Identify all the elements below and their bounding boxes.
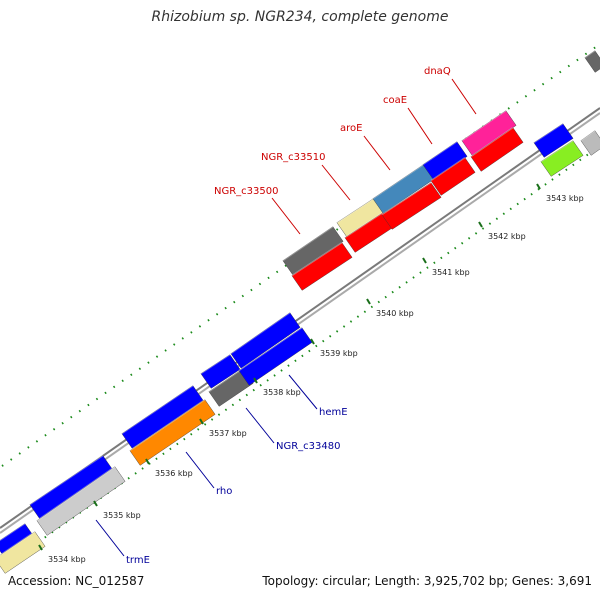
forward-labels: NGR_c33500 NGR_c33510 aroE coaE dnaQ — [214, 66, 477, 235]
scale-tick-label: 3535 kbp — [103, 511, 141, 520]
gene-feature-highlight — [238, 327, 303, 372]
gene-feature[interactable] — [381, 182, 442, 230]
scale-tick-label: 3543 kbp — [546, 194, 584, 203]
topology-info-text: Topology: circular; Length: 3,925,702 bp… — [262, 574, 592, 588]
gene-feature[interactable] — [230, 312, 301, 369]
gene-feature-highlight — [0, 530, 36, 557]
gene-feature[interactable] — [36, 466, 126, 536]
scale-tick-mark — [536, 183, 541, 190]
gene-feature-highlight — [584, 50, 596, 59]
gene-feature-highlight — [381, 181, 432, 216]
gene-feature[interactable] — [533, 123, 574, 158]
forward-label-leader — [363, 135, 391, 171]
gene-feature-highlight — [372, 162, 426, 200]
reverse-label-leader — [245, 407, 275, 444]
scale-tick-label: 3539 kbp — [320, 349, 358, 358]
forward-label-leader — [321, 164, 351, 201]
gene-feature[interactable] — [208, 368, 254, 407]
forward-gene-label[interactable]: aroE — [340, 123, 362, 134]
gene-feature[interactable] — [470, 127, 524, 172]
gene-feature-highlight — [336, 196, 376, 224]
gene-feature-highlight — [580, 130, 596, 142]
gene-feature-highlight — [533, 122, 564, 144]
reverse-gene-label[interactable]: hemE — [319, 407, 348, 418]
gene-feature[interactable] — [584, 50, 600, 73]
gene-feature-highlight — [282, 225, 334, 262]
scale-tick-mark — [199, 418, 204, 425]
gene-feature[interactable] — [129, 399, 216, 466]
scale-tick-label: 3536 kbp — [155, 469, 193, 478]
forward-gene-label[interactable]: coaE — [383, 95, 407, 106]
gene-feature-highlight — [129, 398, 206, 452]
gene-feature-highlight — [36, 466, 116, 522]
scale-tick-label: 3538 kbp — [263, 388, 301, 397]
scale-ticks: 3534 kbp 3535 kbp 3536 kbp 3537 kbp 3538 kbp… — [38, 183, 584, 564]
gene-feature-highlight — [29, 454, 104, 506]
gene-feature-highlight — [422, 140, 458, 166]
gene-feature-highlight — [430, 156, 466, 182]
gene-feature-highlight — [470, 127, 514, 158]
reverse-gene-label[interactable]: rho — [216, 486, 232, 497]
gene-feature[interactable] — [422, 141, 468, 180]
scale-tick-label: 3541 kbp — [432, 268, 470, 277]
gene-feature-highlight — [230, 312, 291, 355]
scale-tick-mark — [478, 221, 483, 228]
gene-feature[interactable] — [291, 242, 353, 291]
reverse-label-leader — [95, 519, 125, 557]
gene-feature[interactable] — [430, 157, 476, 196]
scale-tick-label: 3534 kbp — [48, 555, 86, 564]
scale-tick-label: 3537 kbp — [209, 429, 247, 438]
gene-feature-highlight — [200, 353, 231, 375]
gene-feature-highlight — [121, 384, 194, 435]
gene-feature-highlight — [461, 110, 507, 142]
scale-tick-mark — [366, 298, 371, 305]
scale-tick-mark — [422, 257, 427, 264]
map-title: Rhizobium sp. NGR234, complete genome — [151, 9, 449, 25]
forward-label-leader — [451, 78, 477, 115]
scale-tick-label: 3542 kbp — [488, 232, 526, 241]
gene-feature[interactable] — [200, 354, 241, 389]
gene-feature[interactable] — [0, 531, 46, 574]
gene-feature-highlight — [540, 139, 574, 163]
gene-feature[interactable] — [580, 130, 600, 156]
gene-feature-highlight — [0, 522, 26, 542]
gene-feature-highlight — [344, 211, 384, 239]
reverse-label-leader — [185, 451, 215, 489]
scale-tick-mark — [38, 544, 43, 551]
scale-tick-mark — [310, 338, 315, 345]
reverse-labels: trmE rho NGR_c33480 hemE — [95, 374, 348, 566]
reverse-label-leader — [288, 374, 318, 410]
forward-label-leader — [271, 197, 301, 235]
gene-feature-highlight — [208, 367, 244, 393]
gene-feature[interactable] — [282, 226, 344, 276]
scale-tick-mark — [93, 500, 98, 507]
gene-features — [0, 50, 600, 574]
reverse-gene-label[interactable]: NGR_c33480 — [276, 441, 341, 452]
scale-tick-mark — [253, 377, 258, 384]
forward-label-leader — [407, 107, 433, 145]
scale-tick-mark — [145, 458, 150, 465]
gene-feature[interactable] — [461, 110, 517, 156]
forward-gene-label[interactable]: NGR_c33510 — [261, 152, 326, 163]
accession-text: Accession: NC_012587 — [8, 574, 145, 588]
forward-gene-label[interactable]: NGR_c33500 — [214, 186, 279, 197]
scale-tick-label: 3540 kbp — [376, 309, 414, 318]
forward-gene-label[interactable]: dnaQ — [424, 66, 451, 77]
gene-feature[interactable] — [540, 140, 584, 177]
reverse-gene-label[interactable]: trmE — [126, 555, 150, 566]
gene-feature-highlight — [291, 241, 343, 277]
gene-feature[interactable] — [121, 385, 204, 449]
